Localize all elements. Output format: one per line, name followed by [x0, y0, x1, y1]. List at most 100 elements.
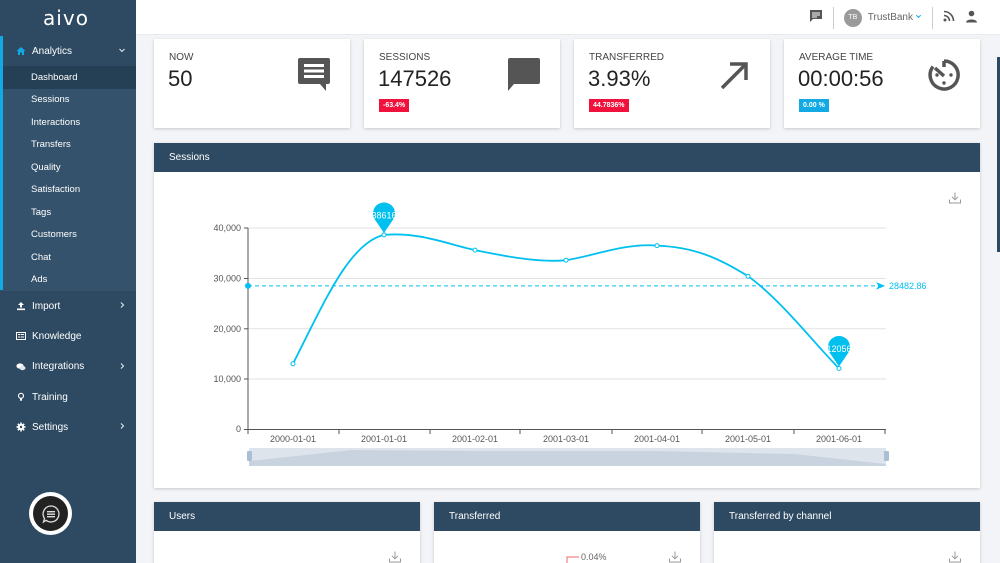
- download-icon[interactable]: [669, 550, 681, 563]
- topbar: TB TrustBank: [136, 0, 1000, 35]
- organization-dropdown[interactable]: TB TrustBank: [843, 8, 922, 27]
- x-tick-label: 2001-04-01: [634, 434, 680, 444]
- y-tick-label: 0: [236, 424, 241, 434]
- rss-icon[interactable]: [943, 10, 955, 25]
- upload-icon: [16, 301, 26, 311]
- sidebar-item-label: Analytics: [32, 45, 73, 57]
- chat-widget-button[interactable]: [29, 492, 72, 535]
- download-icon[interactable]: [389, 550, 401, 563]
- kpi-label: SESSIONS: [379, 52, 431, 63]
- organization-name: TrustBank: [867, 12, 913, 23]
- sidebar-item-label: Import: [32, 300, 61, 312]
- kpi-change-badge: 0.00 %: [799, 99, 829, 112]
- topbar-actions: TB TrustBank: [809, 0, 978, 35]
- arrow-up-right-icon: [714, 55, 754, 95]
- chevron-down-icon: [118, 46, 126, 56]
- chevron-right-icon: [118, 362, 126, 372]
- sidebar-item-label: Training: [32, 391, 68, 403]
- avatar: TB: [843, 8, 862, 27]
- sidebar-item-customers[interactable]: Customers: [31, 229, 77, 241]
- sidebar-item-integrations[interactable]: Integrations: [0, 352, 136, 382]
- message-icon[interactable]: [809, 9, 823, 26]
- data-zoom-slider: [247, 448, 889, 466]
- kpi-label: TRANSFERRED: [589, 52, 665, 63]
- kpi-card-sessions: SESSIONS 147526 -63.4%: [364, 39, 560, 128]
- legend-value: 0.04%: [581, 552, 607, 562]
- slider-handle-right: [884, 451, 889, 461]
- sidebar-item-chat[interactable]: Chat: [31, 251, 52, 263]
- panel-title: Transferred: [434, 502, 700, 531]
- gear-icon: [16, 422, 26, 432]
- y-tick-label: 30,000: [213, 274, 241, 284]
- min-mark-pin: 12056: [826, 335, 852, 367]
- kpi-value: 50: [168, 66, 193, 91]
- sidebar-item-ads[interactable]: Ads: [31, 274, 48, 286]
- x-tick-label: 2000-01-01: [270, 434, 316, 444]
- sidebar-item-label: Settings: [32, 421, 69, 433]
- legend-line-icon: [566, 556, 579, 563]
- sidebar-item-dashboard[interactable]: Dashboard: [0, 66, 136, 89]
- svg-text:38616: 38616: [371, 211, 396, 221]
- sidebar-item-sessions[interactable]: Sessions: [31, 94, 70, 106]
- svg-text:12056: 12056: [826, 344, 851, 354]
- chat-lines-icon: [294, 55, 334, 95]
- kpi-value: 3.93%: [588, 66, 651, 91]
- sidebar-item-import[interactable]: Import: [0, 291, 136, 321]
- sidebar-item-quality[interactable]: Quality: [31, 161, 61, 173]
- download-icon[interactable]: [949, 550, 961, 563]
- x-tick-label: 2001-01-01: [361, 434, 407, 444]
- transferred-panel: Transferred 0.04%: [434, 502, 700, 563]
- chevron-down-icon: [915, 13, 922, 22]
- page-scrollbar[interactable]: [997, 57, 1000, 252]
- divider: [832, 6, 834, 29]
- y-tick-label: 10,000: [213, 374, 241, 384]
- timer-icon: [924, 55, 964, 95]
- kpi-card-now: NOW 50: [154, 39, 350, 128]
- max-mark-pin: 38616: [371, 202, 397, 233]
- panel-title: Users: [154, 502, 420, 531]
- x-tick-label: 2001-03-01: [543, 434, 589, 444]
- sidebar-item-satisfaction[interactable]: Satisfaction: [31, 184, 81, 196]
- users-panel: Users: [154, 502, 420, 563]
- sidebar-item-knowledge[interactable]: Knowledge: [0, 321, 136, 351]
- kpi-value: 147526: [378, 66, 452, 91]
- transferred-by-channel-panel: Transferred by channel: [714, 502, 980, 563]
- sidebar-item-label: Knowledge: [32, 330, 82, 342]
- panel-title: Transferred by channel: [714, 502, 980, 531]
- kpi-card-average-time: AVERAGE TIME 00:00:56 0.00 %: [784, 39, 980, 128]
- x-tick-label: 2001-02-01: [452, 434, 498, 444]
- sidebar-item-label: Integrations: [32, 361, 85, 373]
- sidebar: aivo Analytics Dashboard Sessions Intera…: [0, 0, 136, 563]
- user-icon[interactable]: [965, 10, 978, 26]
- y-tick-label: 20,000: [213, 324, 241, 334]
- sidebar-item-tags[interactable]: Tags: [31, 206, 52, 218]
- lightbulb-icon: [16, 392, 26, 402]
- kpi-change-badge: -63.4%: [379, 99, 410, 112]
- kpi-change-badge: 44.7836%: [589, 99, 629, 112]
- chevron-right-icon: [118, 422, 126, 432]
- slider-handle-left: [247, 451, 252, 461]
- sessions-line-chart[interactable]: 40,000 30,000 20,000 10,000 0 2000-01-01…: [154, 143, 980, 488]
- download-icon[interactable]: [949, 191, 961, 204]
- knowledge-icon: [16, 331, 26, 341]
- logo[interactable]: aivo: [43, 6, 89, 30]
- panel-title: Sessions: [154, 143, 980, 172]
- chat-bubble-icon: [504, 55, 544, 95]
- analytics-submenu: Dashboard Sessions Interactions Transfer…: [0, 66, 136, 291]
- y-tick-label: 40,000: [213, 223, 241, 233]
- average-label: 28482.86: [889, 281, 927, 291]
- sidebar-item-interactions[interactable]: Interactions: [31, 116, 81, 128]
- sidebar-item-analytics[interactable]: Analytics: [0, 36, 136, 66]
- home-icon: [16, 46, 26, 56]
- sidebar-item-settings[interactable]: Settings: [0, 412, 136, 442]
- chat-bubbles-icon: [16, 362, 26, 372]
- sidebar-item-training[interactable]: Training: [0, 382, 136, 412]
- sessions-panel: Sessions: [154, 143, 980, 488]
- nav-group-analytics: Analytics Dashboard Sessions Interaction…: [0, 36, 136, 291]
- kpi-value: 00:00:56: [798, 66, 884, 91]
- sidebar-item-transfers[interactable]: Transfers: [31, 139, 71, 151]
- sessions-series-line: [292, 233, 840, 370]
- divider: [932, 6, 933, 29]
- kpi-label: AVERAGE TIME: [799, 52, 874, 63]
